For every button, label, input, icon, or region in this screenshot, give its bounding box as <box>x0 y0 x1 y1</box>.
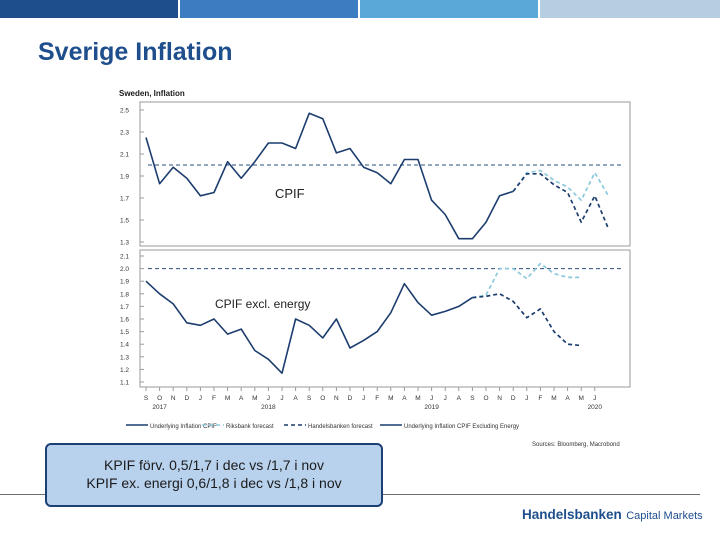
y-tick-label: 1.9 <box>120 279 129 286</box>
x-tick-label: M <box>252 395 257 402</box>
y-tick-label: 1.4 <box>120 342 129 349</box>
year-label: 2019 <box>424 404 439 411</box>
x-tick-label: J <box>280 395 283 402</box>
series-line <box>145 280 473 375</box>
company-logo: Handelsbanken Capital Markets <box>522 506 703 524</box>
slide-title: Sverige Inflation <box>38 38 233 66</box>
y-tick-label: 1.8 <box>120 291 129 298</box>
x-tick-label: M <box>578 395 583 402</box>
note-line-cpif-excl-energy: KPIF ex. energi 0,6/1,8 i dec vs /1,8 i … <box>86 475 342 491</box>
x-tick-label: J <box>430 395 433 402</box>
x-tick-label: N <box>171 395 176 402</box>
y-tick-label: 1.5 <box>120 218 129 225</box>
x-tick-label: N <box>334 395 339 402</box>
x-tick-label: J <box>444 395 447 402</box>
x-tick-label: N <box>497 395 502 402</box>
x-tick-label: F <box>375 395 379 402</box>
x-tick-label: D <box>184 395 189 402</box>
x-tick-label: J <box>267 395 270 402</box>
chart-source: Sources: Bloomberg, Macrobond <box>532 442 620 448</box>
y-tick-label: 1.7 <box>120 196 129 203</box>
chart-title: Sweden, Inflation <box>119 89 185 98</box>
y-tick-label: 2.3 <box>120 130 129 137</box>
year-label: 2018 <box>261 404 276 411</box>
legend-label: Underlying Inflation CPIF Excluding Ener… <box>404 424 519 430</box>
series-line <box>145 112 514 240</box>
legend-label: Handelsbanken forecast <box>308 424 373 430</box>
legend-label: Riksbank forecast <box>226 424 274 430</box>
x-tick-label: A <box>293 395 298 402</box>
x-tick-label: O <box>483 395 488 402</box>
logo-subtitle: Capital Markets <box>626 510 703 522</box>
legend-label: Underlying Inflation CPIF <box>150 424 217 430</box>
x-tick-label: D <box>348 395 353 402</box>
note-line-cpif: KPIF förv. 0,5/1,7 i dec vs /1,7 i nov <box>104 457 324 473</box>
y-tick-label: 1.1 <box>120 380 129 387</box>
x-tick-label: M <box>388 395 393 402</box>
series-line <box>512 172 610 230</box>
top-bar-segment-3 <box>360 0 538 18</box>
y-tick-label: 2.1 <box>120 254 129 261</box>
x-tick-label: A <box>239 395 244 402</box>
x-tick-label: A <box>565 395 570 402</box>
panel-label: CPIF excl. energy <box>215 297 310 311</box>
x-tick-label: J <box>199 395 202 402</box>
x-tick-label: O <box>320 395 325 402</box>
x-tick-label: A <box>402 395 407 402</box>
top-bar-segment-1 <box>0 0 178 18</box>
y-tick-label: 1.5 <box>120 329 129 336</box>
year-label: 2017 <box>152 404 167 411</box>
x-tick-label: J <box>525 395 528 402</box>
x-tick-label: D <box>511 395 516 402</box>
y-tick-label: 1.3 <box>120 240 129 247</box>
series-line <box>512 169 610 202</box>
series-line <box>472 292 582 347</box>
top-bar-segment-4 <box>540 0 720 18</box>
x-tick-label: M <box>415 395 420 402</box>
panel-frame <box>139 101 631 247</box>
year-label: 2020 <box>588 404 603 411</box>
x-tick-label: J <box>593 395 596 402</box>
logo-brand: Handelsbanken <box>522 507 622 522</box>
note-box: KPIF förv. 0,5/1,7 i dec vs /1,7 i nov K… <box>45 443 383 507</box>
y-tick-label: 1.3 <box>120 354 129 361</box>
x-tick-label: O <box>157 395 162 402</box>
x-tick-label: M <box>551 395 556 402</box>
y-tick-label: 1.6 <box>120 317 129 324</box>
y-tick-label: 1.7 <box>120 304 129 311</box>
panel-label: CPIF <box>275 186 305 201</box>
y-tick-label: 1.2 <box>120 367 129 374</box>
x-tick-label: M <box>225 395 230 402</box>
x-tick-label: S <box>470 395 475 402</box>
x-tick-label: F <box>538 395 542 402</box>
top-bar-segment-2 <box>180 0 358 18</box>
y-tick-label: 2.1 <box>120 152 129 159</box>
x-tick-label: A <box>457 395 462 402</box>
series-line <box>472 262 582 299</box>
y-tick-label: 2.5 <box>120 108 129 115</box>
x-tick-label: J <box>362 395 365 402</box>
x-tick-label: S <box>144 395 149 402</box>
y-tick-label: 1.9 <box>120 174 129 181</box>
x-tick-label: S <box>307 395 312 402</box>
x-tick-label: F <box>212 395 216 402</box>
y-tick-label: 2.0 <box>120 266 129 273</box>
